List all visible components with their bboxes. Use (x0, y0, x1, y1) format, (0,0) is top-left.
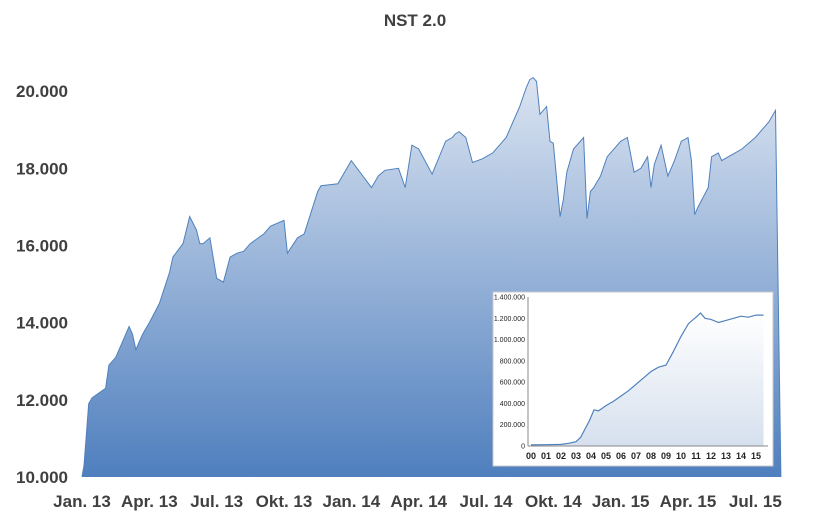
inset-x-tick-label: 11 (691, 451, 701, 461)
nst-line (81, 76, 782, 478)
main-x-axis: Jan. 13 Apr. 13 Jul. 13 Okt. 13 Jan. 14 Apr. … (53, 492, 782, 511)
inset-y-axis: 0 200.000 400.000 600.000 800.000 1.000.000 1.… (494, 295, 525, 451)
inset-x-tick-label: 10 (676, 451, 686, 461)
inset-x-axis: 00 01 02 03 04 05 06 07 08 09 10 11 12 13 14 15 (526, 451, 761, 461)
inset-x-tick-label: 05 (601, 451, 611, 461)
x-tick-label: Jul. 14 (460, 492, 513, 511)
inset-area (531, 313, 764, 446)
x-tick-label: Apr. 15 (660, 492, 717, 511)
inset-y-tick-label: 800.000 (500, 358, 525, 365)
inset-y-tick-label: 0 (521, 444, 525, 451)
y-tick-label: 12.000 (16, 391, 68, 410)
chart-title: NST 2.0 (384, 11, 446, 30)
inset-y-tick-label: 1.400.000 (494, 295, 525, 302)
inset-x-tick-label: 02 (556, 451, 566, 461)
inset-x-tick-label: 06 (616, 451, 626, 461)
x-tick-label: Jan. 14 (323, 492, 381, 511)
inset-y-tick-label: 200.000 (500, 422, 525, 429)
inset-series (527, 297, 768, 447)
inset-y-tick-label: 1.000.000 (494, 337, 525, 344)
inset-x-tick-label: 07 (631, 451, 641, 461)
y-tick-label: 20.000 (16, 82, 68, 101)
inset-x-tick-label: 14 (736, 451, 746, 461)
inset-y-tick-label: 600.000 (500, 380, 525, 387)
inset-x-tick-label: 12 (706, 451, 716, 461)
inset-line (530, 312, 764, 446)
inset-x-tick-label: 04 (586, 451, 596, 461)
inset-x-tick-label: 15 (751, 451, 761, 461)
inset-x-tick-label: 00 (526, 451, 536, 461)
x-tick-label: Jul. 15 (729, 492, 782, 511)
inset-chart: 0 200.000 400.000 600.000 800.000 1.000.000 1.… (492, 291, 774, 467)
inset-x-tick-label: 13 (721, 451, 731, 461)
main-y-axis: 10.000 12.000 14.000 16.000 18.000 20.000 (16, 82, 68, 487)
inset-x-tick-label: 09 (661, 451, 671, 461)
y-tick-label: 16.000 (16, 236, 68, 255)
x-tick-label: Jul. 13 (190, 492, 243, 511)
inset-y-tick-label: 1.200.000 (494, 316, 525, 323)
x-tick-label: Okt. 13 (256, 492, 313, 511)
x-tick-label: Jan. 15 (592, 492, 650, 511)
inset-x-tick-label: 01 (541, 451, 551, 461)
x-tick-label: Jan. 13 (53, 492, 111, 511)
x-tick-label: Apr. 14 (390, 492, 447, 511)
inset-x-tick-label: 08 (646, 451, 656, 461)
inset-y-tick-label: 400.000 (500, 401, 525, 408)
y-tick-label: 10.000 (16, 468, 68, 487)
y-tick-label: 14.000 (16, 314, 68, 333)
x-tick-label: Apr. 13 (121, 492, 178, 511)
x-tick-label: Okt. 14 (525, 492, 582, 511)
inset-x-tick-label: 03 (571, 451, 581, 461)
y-tick-label: 18.000 (16, 159, 68, 178)
